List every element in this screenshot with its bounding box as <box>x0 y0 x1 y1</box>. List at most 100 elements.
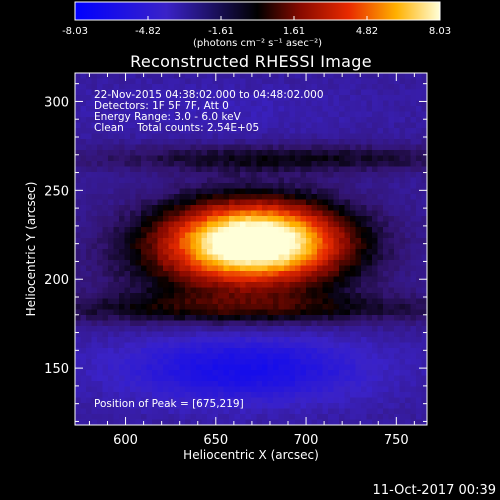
heatmap-cell <box>157 161 164 167</box>
heatmap-cell <box>311 161 318 167</box>
heatmap-cell <box>372 216 378 222</box>
heatmap-cell <box>333 309 340 316</box>
heatmap-cell <box>102 84 109 90</box>
heatmap-cell <box>212 133 219 140</box>
heatmap-cell <box>383 128 389 134</box>
heatmap-cell <box>366 216 373 222</box>
heatmap-cell <box>207 144 213 151</box>
heatmap-cell <box>212 172 219 178</box>
heatmap-cell <box>350 161 356 167</box>
heatmap-cell <box>141 166 147 173</box>
heatmap-cell <box>410 414 417 420</box>
heatmap-cell <box>311 100 318 107</box>
heatmap-cell <box>322 139 329 145</box>
heatmap-cell <box>234 419 241 426</box>
heatmap-cell <box>306 117 312 123</box>
heatmap-cell <box>256 95 263 101</box>
heatmap-cell <box>102 320 109 327</box>
heatmap-cell <box>130 73 136 79</box>
heatmap-cell <box>289 408 296 415</box>
heatmap-cell <box>234 315 241 321</box>
heatmap-cell <box>410 265 417 272</box>
heatmap-cell <box>295 342 301 349</box>
heatmap-cell <box>185 183 191 189</box>
heatmap-cell <box>201 133 208 140</box>
heatmap-cell <box>218 122 224 129</box>
heatmap-cell <box>361 84 367 90</box>
heatmap-cell <box>141 320 147 327</box>
heatmap-cell <box>278 150 285 156</box>
heatmap-cell <box>75 326 81 332</box>
heatmap-cell <box>113 419 120 426</box>
heatmap-cell <box>350 348 356 354</box>
heatmap-cell <box>383 326 389 332</box>
heatmap-cell <box>416 381 422 387</box>
heatmap-cell <box>113 348 120 354</box>
heatmap-cell <box>179 359 186 365</box>
heatmap-cell <box>207 315 213 321</box>
heatmap-cell <box>311 353 318 360</box>
heatmap-cell <box>240 177 246 184</box>
heatmap-cell <box>361 221 367 228</box>
heatmap-cell <box>218 265 224 272</box>
heatmap-cell <box>97 150 103 156</box>
heatmap-cell <box>229 221 235 228</box>
heatmap-cell <box>141 221 147 228</box>
heatmap-cell <box>141 232 147 239</box>
heatmap-cell <box>185 337 191 343</box>
heatmap-cell <box>174 298 180 305</box>
heatmap-cell <box>399 221 406 228</box>
heatmap-cell <box>416 177 422 184</box>
heatmap-cell <box>306 298 312 305</box>
heatmap-cell <box>278 232 285 239</box>
heatmap-cell <box>157 95 164 101</box>
heatmap-cell <box>124 161 131 167</box>
heatmap-cell <box>113 183 120 189</box>
heatmap-cell <box>377 216 384 222</box>
heatmap-cell <box>383 133 389 140</box>
heatmap-cell <box>333 95 340 101</box>
heatmap-cell <box>394 128 400 134</box>
heatmap-cell <box>405 271 411 277</box>
heatmap-cell <box>350 95 356 101</box>
heatmap-cell <box>262 232 268 239</box>
heatmap-cell <box>234 221 241 228</box>
heatmap-cell <box>361 298 367 305</box>
heatmap-cell <box>212 309 219 316</box>
heatmap-cell <box>119 155 125 162</box>
heatmap-cell <box>168 100 175 107</box>
heatmap-cell <box>234 150 241 156</box>
heatmap-cell <box>223 276 230 283</box>
heatmap-cell <box>372 89 378 96</box>
heatmap-cell <box>410 375 417 382</box>
heatmap-cell <box>201 359 208 365</box>
heatmap-cell <box>289 326 296 332</box>
heatmap-cell <box>410 276 417 283</box>
heatmap-cell <box>212 364 219 371</box>
heatmap-cell <box>344 133 351 140</box>
heatmap-cell <box>328 249 334 255</box>
heatmap-cell <box>350 210 356 217</box>
heatmap-cell <box>410 106 417 112</box>
heatmap-cell <box>289 397 296 404</box>
heatmap-cell <box>383 304 389 310</box>
heatmap-cell <box>229 342 235 349</box>
heatmap-cell <box>317 364 323 371</box>
heatmap-cell <box>278 282 285 288</box>
heatmap-cell <box>328 293 334 299</box>
heatmap-cell <box>339 172 345 178</box>
heatmap-cell <box>141 117 147 123</box>
heatmap-cell <box>223 414 230 420</box>
heatmap-cell <box>416 276 422 283</box>
heatmap-cell <box>350 122 356 129</box>
heatmap-cell <box>355 122 362 129</box>
heatmap-cell <box>273 111 279 118</box>
heatmap-cell <box>322 381 329 387</box>
heatmap-cell <box>256 199 263 206</box>
heatmap-cell <box>355 144 362 151</box>
heatmap-cell <box>388 144 395 151</box>
heatmap-cell <box>185 155 191 162</box>
heatmap-cell <box>119 403 125 409</box>
heatmap-cell <box>372 117 378 123</box>
heatmap-cell <box>135 419 142 426</box>
